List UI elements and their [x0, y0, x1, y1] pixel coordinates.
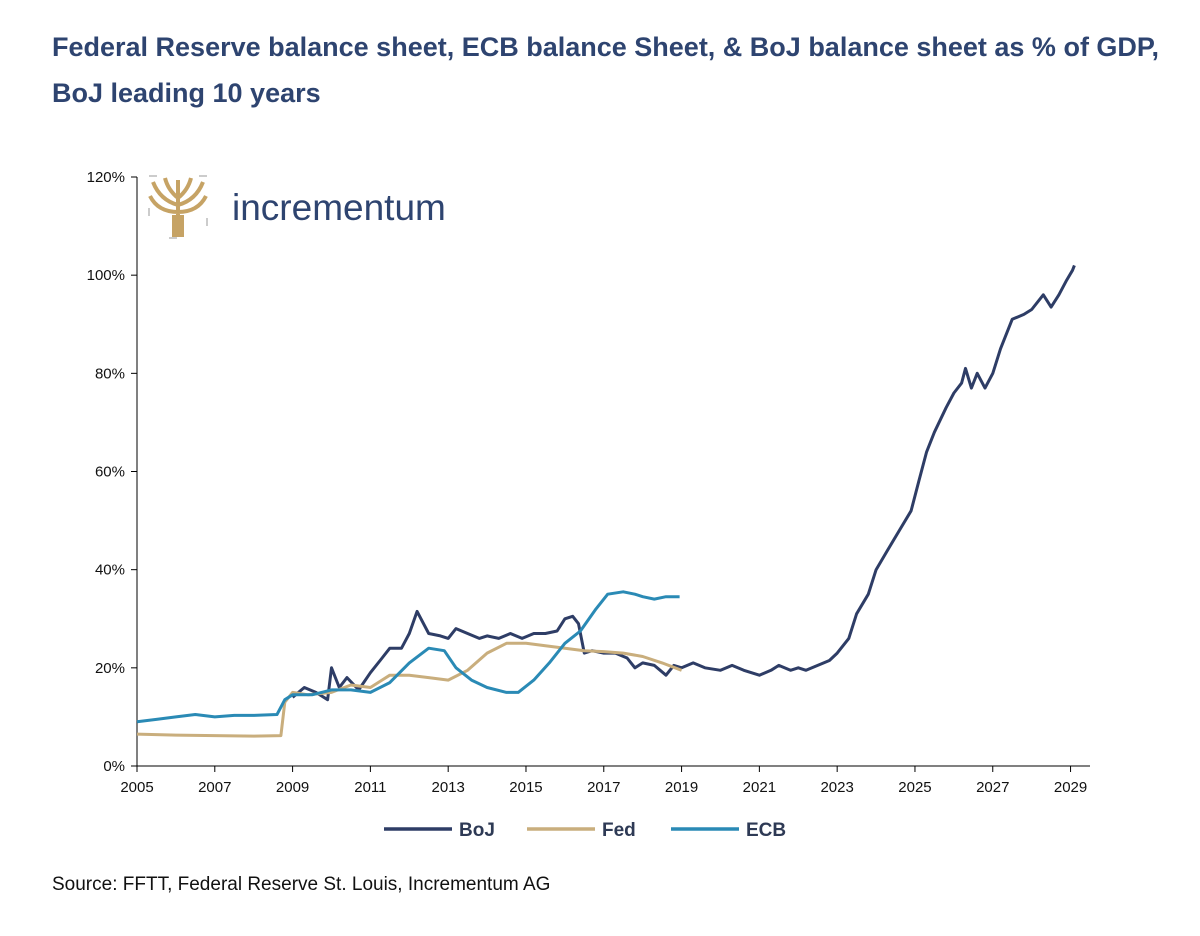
y-tick-label: 0%: [103, 758, 125, 775]
y-tick-label: 100%: [87, 267, 125, 284]
x-tick-label: 2025: [898, 779, 931, 796]
x-tick-label: 2019: [665, 779, 698, 796]
tree-icon: [148, 175, 208, 239]
y-tick-label: 40%: [95, 562, 125, 579]
x-tick-label: 2005: [120, 779, 153, 796]
legend-label-boj: BoJ: [459, 820, 495, 841]
legend-label-fed: Fed: [602, 820, 636, 841]
x-tick-label: 2015: [509, 779, 542, 796]
y-tick-label: 20%: [95, 660, 125, 677]
legend-label-ecb: ECB: [746, 820, 786, 841]
y-tick-label: 120%: [87, 169, 125, 186]
x-tick-label: 2029: [1054, 779, 1087, 796]
series-line-boj: [291, 264, 1076, 702]
chart-title: Federal Reserve balance sheet, ECB balan…: [52, 32, 1159, 108]
logo-text: incrementum: [232, 187, 446, 228]
line-chart: incrementum 0% 20% 40% 60% 80% 100% 120% 2005 20…: [87, 169, 1090, 841]
source-note: Source: FFTT, Federal Reserve St. Louis,…: [52, 874, 551, 895]
series-line-fed: [136, 641, 683, 738]
x-tick-label: 2023: [820, 779, 853, 796]
x-tick-label: 2021: [743, 779, 776, 796]
y-tick-label: 80%: [95, 365, 125, 382]
x-tick-label: 2007: [198, 779, 231, 796]
x-tick-label: 2017: [587, 779, 620, 796]
y-tick-label: 60%: [95, 464, 125, 481]
x-tick-label: 2013: [431, 779, 464, 796]
series-line-ecb: [136, 590, 680, 724]
x-tick-label: 2009: [276, 779, 309, 796]
x-tick-label: 2027: [976, 779, 1009, 796]
x-tick-label: 2011: [354, 779, 386, 796]
incrementum-logo: incrementum: [148, 175, 446, 239]
